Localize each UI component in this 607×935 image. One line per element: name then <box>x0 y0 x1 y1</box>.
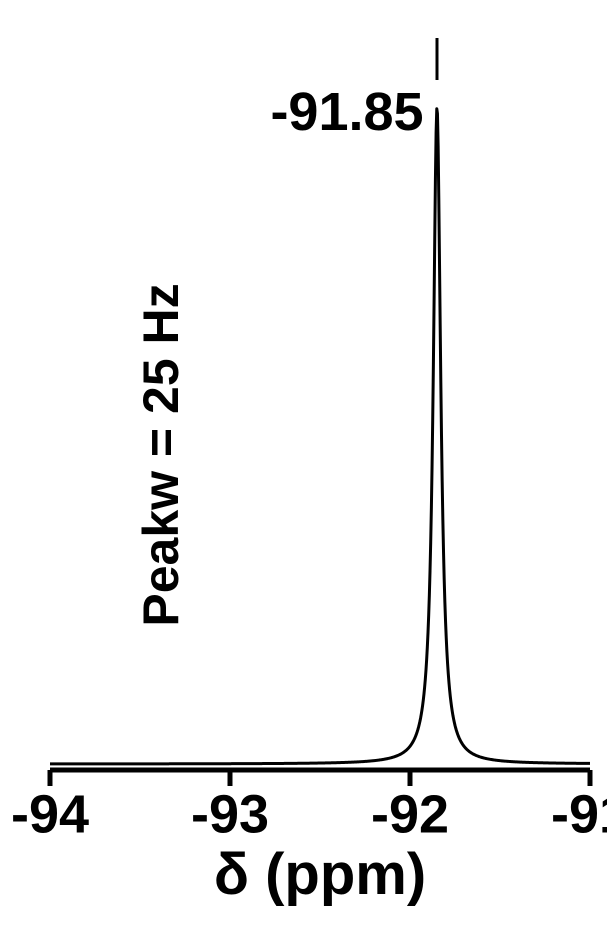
peak-width-annotation: Peakw = 25 Hz <box>133 283 189 626</box>
x-tick-label: -94 <box>11 784 89 844</box>
peak-value-label: -91.85 <box>270 82 423 142</box>
x-tick-label: -93 <box>191 784 269 844</box>
x-axis-tick-labels: -94 -93 -92 -91 <box>11 784 607 844</box>
x-axis-label: δ (ppm) <box>214 842 426 907</box>
x-tick-label: -91 <box>551 784 607 844</box>
spectrum-trace <box>50 109 590 764</box>
x-tick-label: -92 <box>371 784 449 844</box>
